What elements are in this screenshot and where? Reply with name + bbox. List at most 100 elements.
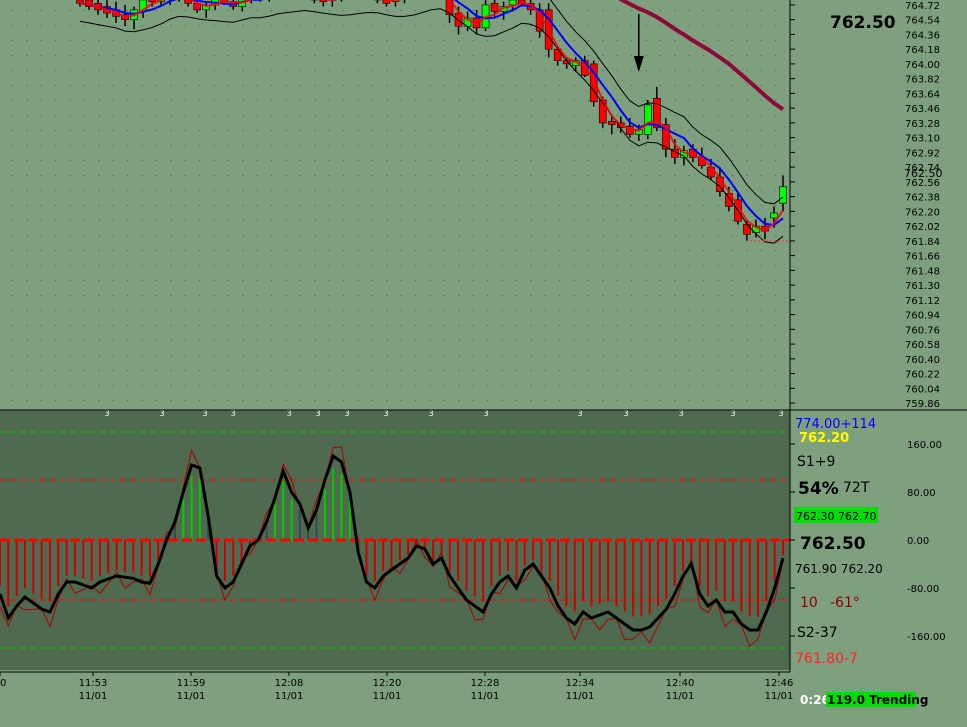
grid-dot: [530, 40, 532, 41]
grid-dot: [746, 55, 748, 56]
grid-dot: [242, 145, 244, 146]
grid-dot: [429, 25, 431, 26]
grid-dot: [717, 385, 719, 386]
grid-dot: [530, 145, 532, 146]
grid-dot: [285, 40, 287, 41]
grid-dot: [544, 70, 546, 71]
grid-dot: [314, 190, 316, 191]
grid-dot: [674, 235, 676, 236]
grid-dot: [688, 190, 690, 191]
grid-dot: [285, 55, 287, 56]
grid-dot: [588, 115, 589, 116]
grid-dot: [357, 10, 359, 11]
grid-dot: [674, 40, 676, 41]
grid-dot: [660, 10, 661, 11]
grid-dot: [26, 115, 28, 116]
grid-dot: [559, 370, 561, 371]
grid-dot: [429, 400, 431, 401]
grid-dot: [703, 55, 705, 56]
grid-dot: [501, 160, 503, 161]
grid-dot: [40, 10, 42, 11]
grid-dot: [357, 70, 359, 71]
grid-dot: [141, 85, 143, 86]
grid-dot: [55, 55, 57, 56]
grid-dot: [285, 115, 287, 116]
grid-dot: [69, 370, 71, 371]
grid-dot: [674, 10, 676, 11]
grid-dot: [271, 295, 273, 296]
grid-dot: [631, 325, 633, 326]
grid-dot: [69, 385, 71, 386]
grid-dot: [472, 220, 474, 221]
grid-dot: [429, 100, 431, 101]
grid-dot: [631, 220, 633, 221]
grid-dot: [588, 355, 589, 356]
grid-dot: [732, 235, 733, 236]
grid-dot: [184, 205, 186, 206]
grid-dot: [170, 40, 172, 41]
grid-dot: [285, 295, 287, 296]
grid-dot: [285, 340, 287, 341]
grid-dot: [472, 40, 474, 41]
grid-dot: [386, 40, 388, 41]
grid-dot: [415, 325, 417, 326]
grid-dot: [760, 355, 762, 356]
grid-dot: [328, 280, 330, 281]
grid-dot: [429, 70, 431, 71]
grid-dot: [141, 70, 143, 71]
grid-dot: [242, 370, 244, 371]
grid-dot: [69, 265, 71, 266]
grid-dot: [415, 25, 417, 26]
grid-dot: [602, 220, 604, 221]
grid-dot: [746, 10, 748, 11]
grid-dot: [372, 10, 373, 11]
grid-dot: [559, 295, 561, 296]
grid-dot: [314, 355, 316, 356]
grid-dot: [84, 70, 85, 71]
grid-dot: [732, 370, 733, 371]
grid-dot: [429, 55, 431, 56]
grid-dot: [112, 265, 114, 266]
grid-dot: [372, 145, 373, 146]
grid-dot: [400, 100, 402, 101]
grid-dot: [703, 310, 705, 311]
grid-dot: [386, 235, 388, 236]
grid-dot: [26, 295, 28, 296]
grid-dot: [732, 340, 733, 341]
grid-dot: [98, 265, 100, 266]
grid-dot: [372, 70, 373, 71]
readout-bidask: 762.30 762.70: [796, 510, 876, 523]
grid-dot: [372, 235, 373, 236]
grid-dot: [228, 265, 229, 266]
grid-dot: [184, 85, 186, 86]
grid-dot: [732, 355, 733, 356]
grid-dot: [26, 280, 28, 281]
grid-dot: [559, 355, 561, 356]
grid-dot: [343, 385, 345, 386]
grid-dot: [444, 340, 445, 341]
grid-dot: [775, 400, 777, 401]
grid-dot: [703, 70, 705, 71]
readout-bottom: 761.80-7: [795, 651, 858, 667]
grid-dot: [357, 160, 359, 161]
grid-dot: [501, 85, 503, 86]
grid-dot: [357, 145, 359, 146]
grid-dot: [328, 70, 330, 71]
grid-dot: [616, 25, 618, 26]
grid-dot: [127, 175, 129, 176]
grid-dot: [127, 190, 129, 191]
grid-dot: [256, 55, 258, 56]
grid-dot: [616, 310, 618, 311]
grid-dot: [573, 235, 575, 236]
grid-dot: [69, 40, 71, 41]
grid-dot: [228, 55, 229, 56]
grid-dot: [429, 370, 431, 371]
grid-dot: [199, 220, 201, 221]
grid-dot: [343, 70, 345, 71]
grid-dot: [343, 115, 345, 116]
grid-dot: [588, 340, 589, 341]
grid-dot: [660, 325, 661, 326]
down-arrow-head: [633, 56, 644, 72]
grid-dot: [717, 10, 719, 11]
grid-dot: [487, 295, 489, 296]
